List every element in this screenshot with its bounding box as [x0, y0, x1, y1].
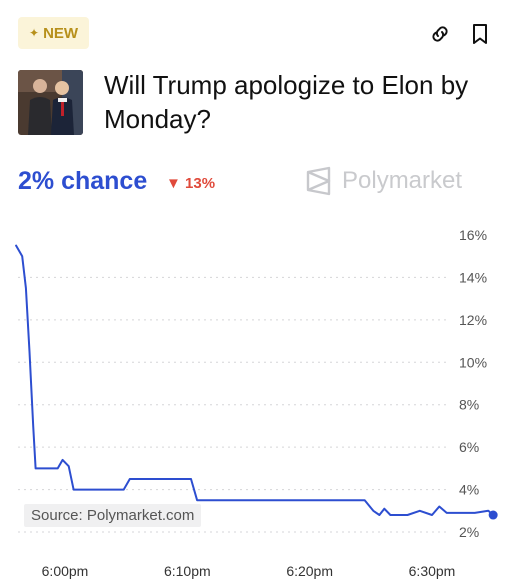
- new-badge-label: NEW: [43, 24, 79, 42]
- y-tick-label: 6%: [459, 439, 479, 455]
- sparkle-icon: ✦: [29, 26, 40, 40]
- series-line: [15, 244, 495, 516]
- x-tick-label: 6:10pm: [164, 563, 211, 579]
- y-tick-label: 2%: [459, 524, 479, 540]
- x-tick-label: 6:20pm: [286, 563, 333, 579]
- series-end-point: [488, 510, 498, 520]
- market-title[interactable]: Will Trump apologize to Elon by Monday?: [104, 70, 469, 134]
- chance-change-value: 13%: [185, 175, 216, 192]
- triangle-down-icon: ▼: [166, 175, 181, 192]
- y-tick-label: 4%: [459, 482, 479, 498]
- polymarket-brand: Polymarket: [342, 167, 463, 194]
- x-tick-label: 6:00pm: [42, 563, 89, 579]
- price-chart: 16% 14% 12% 10% 8% 6% 4% 2% 6:00pm 6:10pm 6:20pm 6:…: [15, 227, 498, 579]
- bookmark-icon[interactable]: [468, 22, 492, 46]
- market-thumbnail: [18, 70, 83, 135]
- chance-change: ▼ 13%: [166, 175, 215, 192]
- y-tick-label: 8%: [459, 397, 479, 413]
- y-tick-label: 12%: [459, 312, 487, 328]
- new-badge: ✦ NEW: [18, 17, 90, 49]
- link-icon[interactable]: [428, 22, 452, 46]
- chance-value: 2% chance: [18, 167, 148, 195]
- y-tick-label: 10%: [459, 354, 487, 370]
- polymarket-logo: Polymarket: [305, 166, 462, 196]
- source-label: Source: Polymarket.com: [24, 504, 202, 527]
- y-tick-label: 16%: [459, 227, 487, 243]
- x-tick-label: 6:30pm: [409, 563, 456, 579]
- y-tick-label: 14%: [459, 269, 487, 285]
